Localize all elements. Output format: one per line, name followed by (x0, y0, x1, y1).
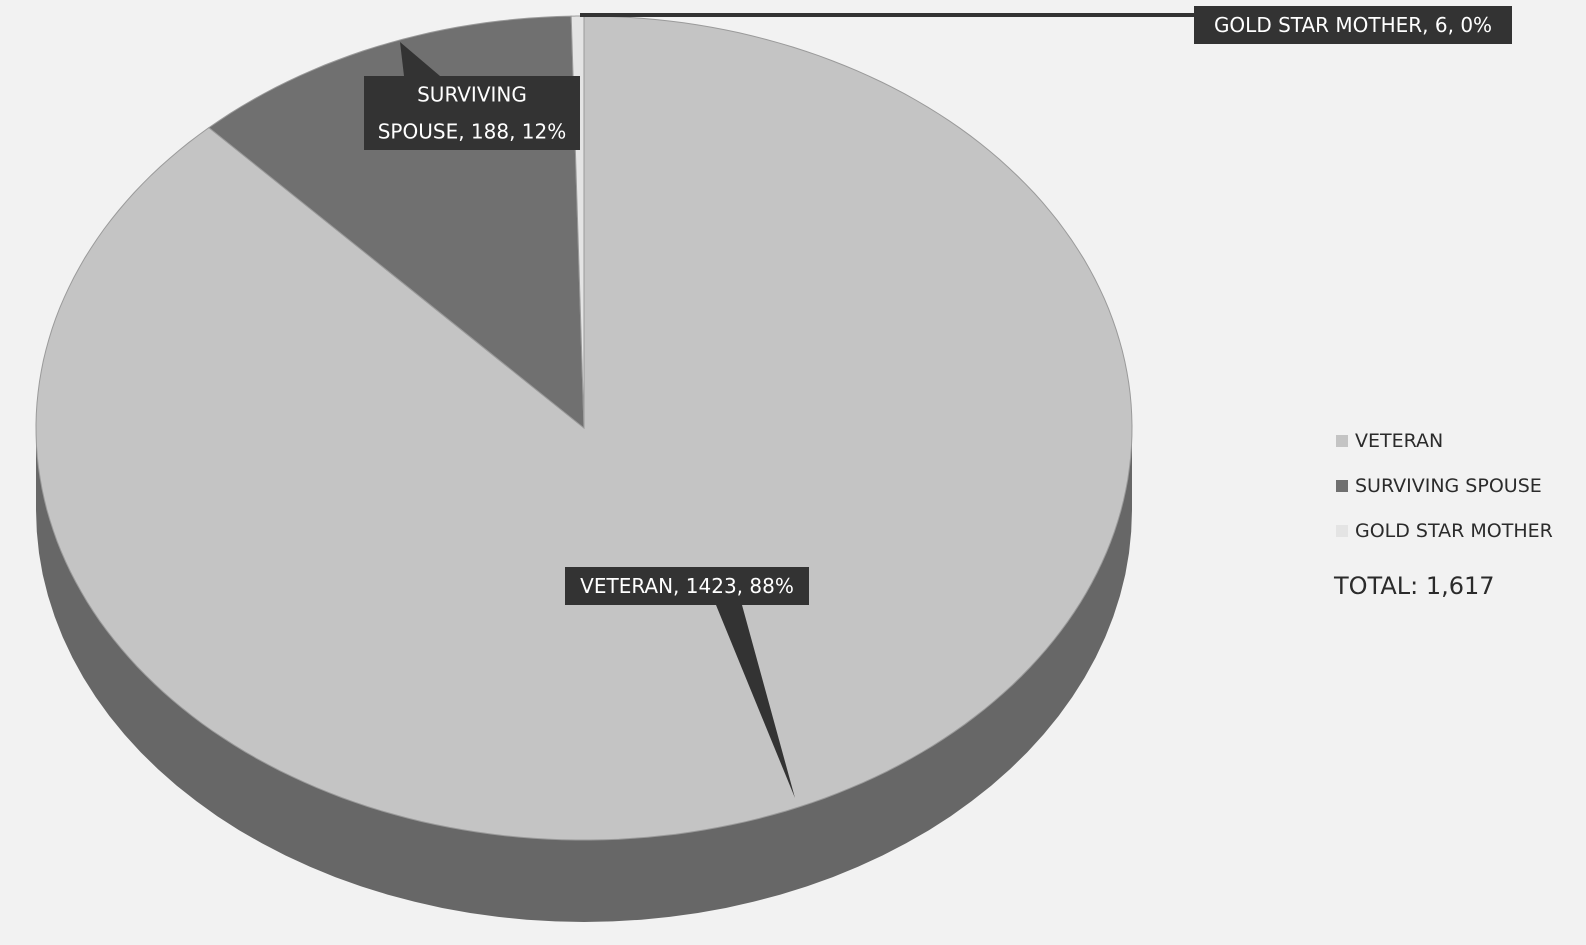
data-label-surviving-spouse-line-0: SURVIVING (417, 83, 527, 107)
data-label-pointer-surviving-spouse (400, 42, 440, 76)
pie-side-veteran (36, 428, 1132, 922)
data-label-pointer-veteran (716, 605, 795, 798)
data-label-box-surviving-spouse (364, 76, 580, 150)
legend-swatch-gold-star-mother (1336, 524, 1348, 537)
total-count: TOTAL: 1,617 (1334, 572, 1495, 600)
legend-swatch-veteran (1336, 434, 1348, 447)
legend-label-veteran: VETERAN (1355, 429, 1444, 452)
data-label-box-gold-star-mother (1194, 6, 1512, 44)
legend-swatch-surviving-spouse (1336, 479, 1348, 492)
legend: VETERAN SURVIVING SPOUSE GOLD STAR MOTHE… (1336, 418, 1553, 553)
legend-item-veteran: VETERAN (1336, 418, 1553, 463)
legend-label-gold-star-mother: GOLD STAR MOTHER (1355, 519, 1553, 542)
data-label-veteran: VETERAN, 1423, 88% (580, 574, 794, 598)
data-label-surviving-spouse-line-1: SPOUSE, 188, 12% (378, 120, 567, 144)
legend-item-surviving-spouse: SURVIVING SPOUSE (1336, 463, 1553, 508)
legend-label-surviving-spouse: SURVIVING SPOUSE (1355, 474, 1542, 497)
legend-item-gold-star-mother: GOLD STAR MOTHER (1336, 508, 1553, 553)
data-label-box-veteran (565, 567, 809, 605)
data-label-gold-star-mother: GOLD STAR MOTHER, 6, 0% (1214, 13, 1492, 37)
